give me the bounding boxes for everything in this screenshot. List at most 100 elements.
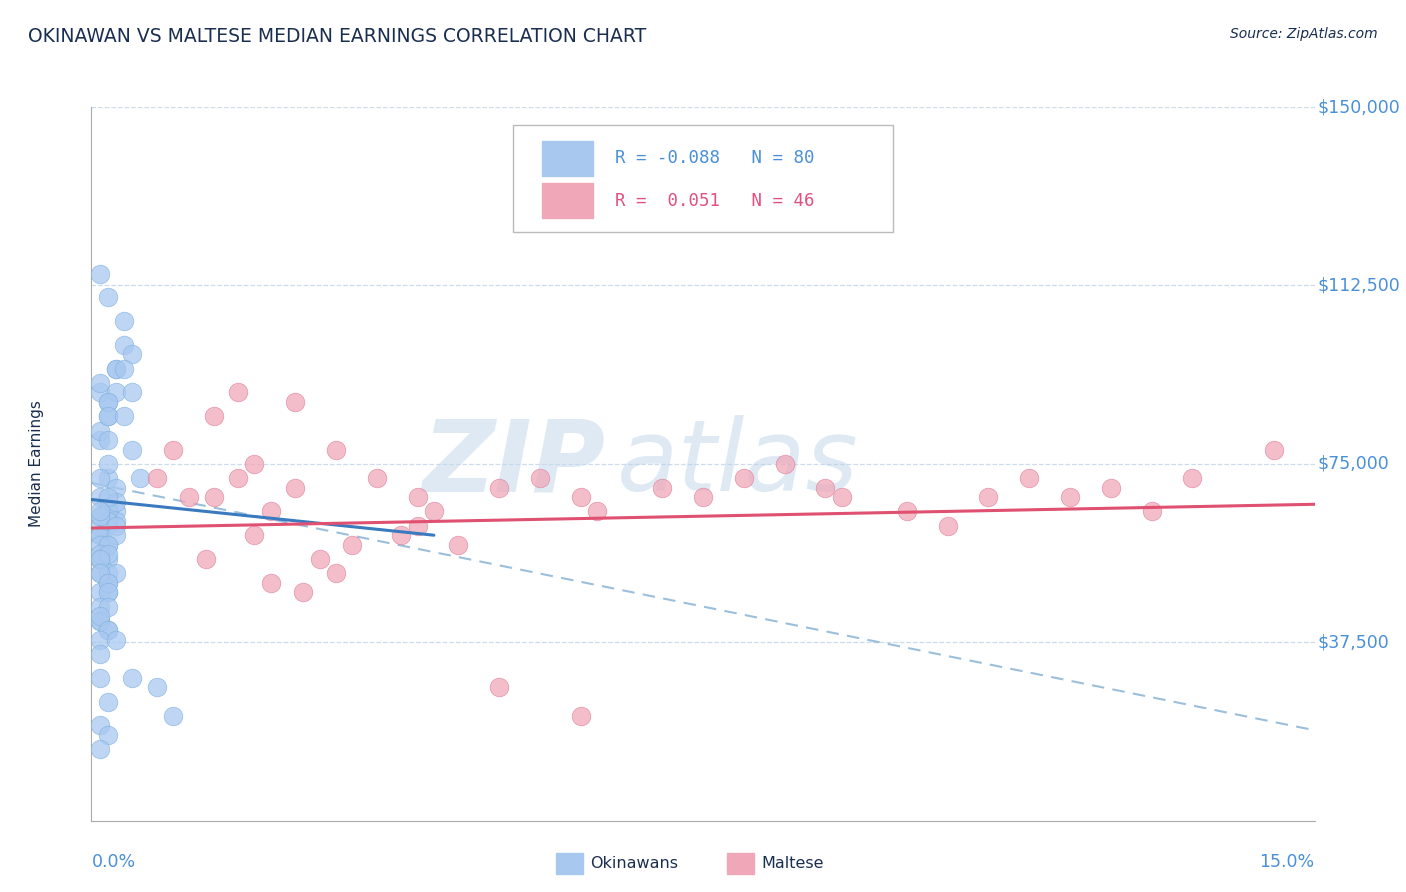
Point: [284, 481, 307, 495]
Point: [97, 490, 120, 504]
Text: 15.0%: 15.0%: [1260, 853, 1315, 871]
Point: [97, 409, 120, 424]
Point: [97, 504, 120, 518]
Point: [977, 490, 1000, 504]
Point: [129, 471, 152, 485]
Point: [406, 518, 429, 533]
Point: [112, 409, 135, 424]
Point: [89, 538, 111, 552]
Point: [1263, 442, 1285, 457]
Point: [89, 433, 111, 447]
Point: [97, 395, 120, 409]
Point: [202, 490, 225, 504]
Point: [97, 457, 120, 471]
Point: [733, 471, 755, 485]
Point: [692, 490, 714, 504]
Point: [366, 471, 388, 485]
Point: [89, 552, 111, 566]
Text: Okinawans: Okinawans: [591, 856, 679, 871]
Point: [342, 538, 364, 552]
Text: R = -0.088   N = 80: R = -0.088 N = 80: [614, 150, 814, 168]
Point: [89, 647, 111, 661]
Point: [89, 376, 111, 390]
Point: [260, 575, 283, 590]
Point: [226, 471, 249, 485]
Point: [936, 518, 959, 533]
Point: [89, 471, 111, 485]
Point: [406, 490, 429, 504]
Point: [104, 514, 127, 528]
Point: [89, 528, 111, 542]
Point: [97, 575, 120, 590]
Point: [104, 361, 127, 376]
Point: [89, 385, 111, 400]
Bar: [541, 141, 593, 176]
Point: [89, 528, 111, 542]
Point: [1059, 490, 1081, 504]
Point: [97, 599, 120, 614]
Bar: [727, 853, 755, 874]
Text: $150,000: $150,000: [1317, 98, 1400, 116]
Point: [97, 728, 120, 742]
Point: [308, 552, 330, 566]
Point: [89, 609, 111, 624]
Point: [104, 481, 127, 495]
Point: [89, 509, 111, 524]
Point: [89, 509, 111, 524]
Text: OKINAWAN VS MALTESE MEDIAN EARNINGS CORRELATION CHART: OKINAWAN VS MALTESE MEDIAN EARNINGS CORR…: [28, 27, 647, 45]
Point: [89, 742, 111, 756]
Point: [97, 471, 120, 485]
Point: [89, 632, 111, 647]
Text: 0.0%: 0.0%: [91, 853, 135, 871]
Point: [89, 671, 111, 685]
Point: [97, 514, 120, 528]
Point: [243, 457, 266, 471]
Point: [89, 599, 111, 614]
Point: [97, 538, 120, 552]
Point: [97, 538, 120, 552]
Point: [89, 552, 111, 566]
Point: [97, 547, 120, 561]
Point: [773, 457, 796, 471]
Point: [97, 500, 120, 514]
Point: [104, 504, 127, 518]
Point: [89, 566, 111, 581]
Point: [89, 614, 111, 628]
Point: [586, 504, 609, 518]
Text: R =  0.051   N = 46: R = 0.051 N = 46: [614, 193, 814, 211]
Point: [162, 442, 184, 457]
Point: [89, 585, 111, 599]
Point: [529, 471, 551, 485]
Point: [325, 566, 347, 581]
Point: [260, 504, 283, 518]
Text: ZIP: ZIP: [422, 416, 605, 512]
Point: [325, 442, 347, 457]
Point: [831, 490, 853, 504]
Point: [145, 471, 167, 485]
Point: [97, 290, 120, 304]
Point: [145, 681, 167, 695]
Text: atlas: atlas: [617, 416, 859, 512]
Point: [121, 385, 143, 400]
Point: [162, 709, 184, 723]
Point: [89, 518, 111, 533]
Point: [202, 409, 225, 424]
Point: [89, 552, 111, 566]
Point: [97, 433, 120, 447]
Text: $112,500: $112,500: [1317, 277, 1400, 294]
Point: [488, 681, 510, 695]
Point: [284, 395, 307, 409]
Point: [97, 566, 120, 581]
Point: [569, 490, 592, 504]
Point: [97, 624, 120, 638]
Text: $75,000: $75,000: [1317, 455, 1389, 473]
Point: [488, 481, 510, 495]
Point: [89, 547, 111, 561]
Point: [112, 338, 135, 352]
Point: [121, 671, 143, 685]
Point: [97, 585, 120, 599]
Point: [104, 632, 127, 647]
Point: [447, 538, 470, 552]
Point: [121, 347, 143, 361]
Point: [121, 442, 143, 457]
